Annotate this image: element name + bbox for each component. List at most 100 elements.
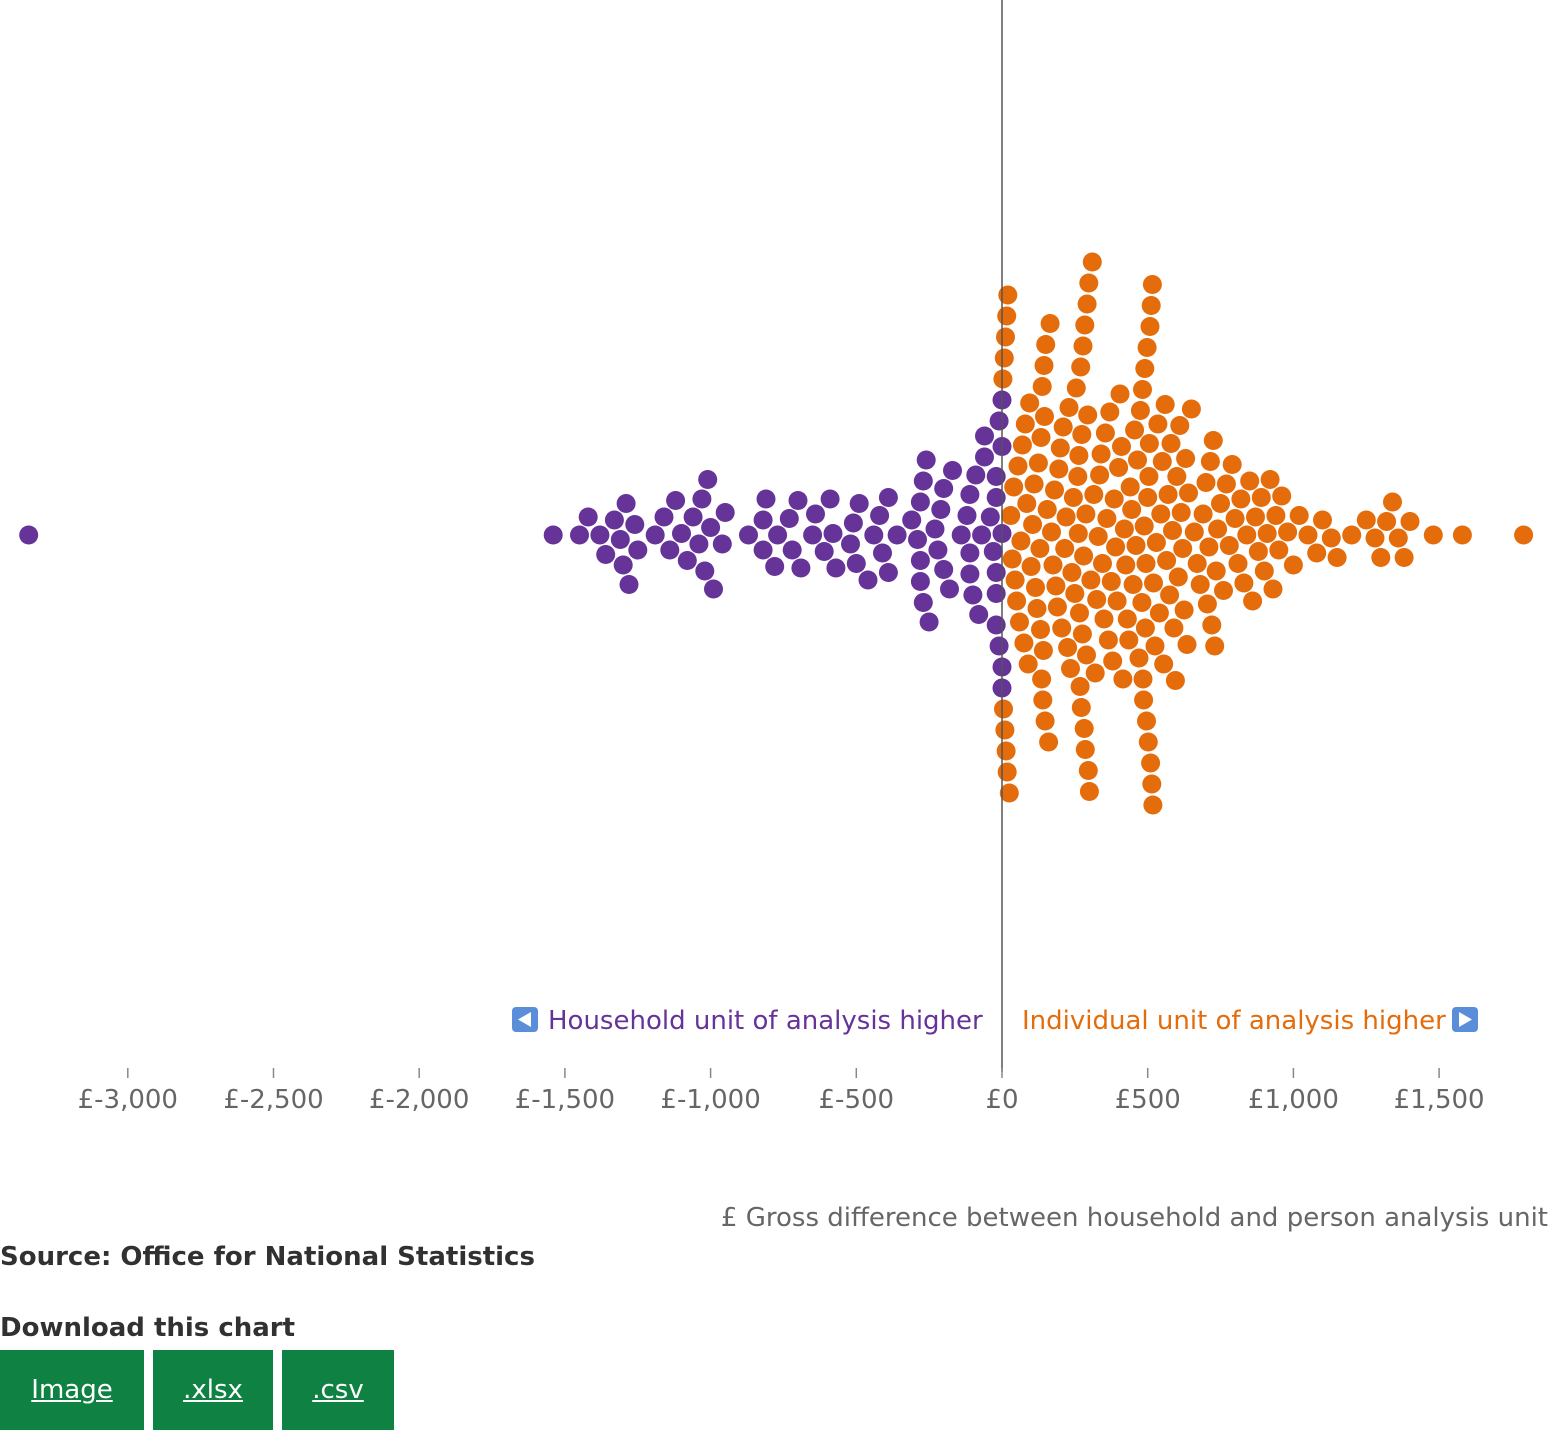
individual-dot: [1049, 459, 1069, 479]
individual-dot: [1146, 533, 1166, 552]
household-dot: [692, 489, 712, 509]
individual-dot: [1040, 314, 1060, 333]
individual-dot: [1184, 522, 1204, 542]
individual-dot: [1197, 594, 1217, 614]
household-dot: [712, 534, 732, 554]
individual-dot: [1154, 654, 1174, 674]
individual-dot: [1072, 425, 1092, 444]
individual-dot: [1243, 591, 1263, 611]
download-csv-button[interactable]: .csv: [282, 1350, 394, 1430]
household-dot: [610, 530, 630, 549]
x-tick-label: £1,000: [1248, 1085, 1339, 1115]
individual-dot: [1074, 719, 1094, 738]
individual-dot: [1158, 485, 1178, 504]
individual-dot: [1059, 398, 1079, 417]
household-dot: [960, 564, 980, 584]
individual-dot: [1008, 456, 1028, 476]
individual-dot: [1033, 641, 1053, 660]
household-dot: [934, 479, 954, 498]
individual-dot: [1400, 512, 1420, 531]
individual-dot: [1098, 630, 1118, 650]
individual-dot: [1110, 384, 1130, 404]
individual-dot: [1112, 437, 1131, 456]
household-dot: [739, 525, 758, 545]
household-dot: [604, 510, 624, 530]
individual-dot: [1047, 597, 1067, 617]
individual-dot: [1129, 648, 1149, 668]
individual-dot: [1208, 519, 1228, 539]
individual-dot: [1005, 570, 1025, 590]
individual-dot: [1152, 452, 1172, 471]
individual-dot: [1135, 618, 1155, 638]
individual-dot: [1248, 542, 1268, 561]
individual-dot: [1088, 527, 1108, 546]
individual-dot: [1240, 471, 1260, 491]
individual-dot: [1122, 500, 1142, 519]
individual-dot: [1065, 584, 1085, 603]
individual-dot: [1085, 663, 1105, 683]
individual-dot: [1151, 504, 1171, 524]
household-dot: [19, 525, 39, 545]
individual-dot: [1081, 570, 1101, 590]
household-annotation-label: Household unit of analysis higher: [548, 1006, 983, 1036]
individual-dot: [1187, 554, 1207, 573]
individual-dot: [1063, 488, 1083, 507]
individual-dot: [1031, 620, 1050, 639]
individual-dot: [1222, 455, 1242, 474]
individual-dot: [1090, 465, 1110, 485]
household-dot: [887, 525, 907, 545]
individual-dot: [1056, 507, 1076, 527]
individual-dot: [1140, 317, 1160, 336]
individual-dot: [1069, 446, 1089, 465]
household-dot: [940, 579, 959, 599]
household-dot: [698, 470, 718, 489]
individual-dot: [998, 285, 1018, 305]
individual-dot: [1260, 470, 1280, 489]
individual-dot: [1155, 395, 1175, 414]
individual-dot: [1377, 512, 1397, 531]
x-tick-label: £-2,500: [223, 1085, 323, 1115]
household-dot: [820, 489, 840, 509]
household-dot: [966, 465, 986, 485]
individual-dot: [1076, 504, 1096, 524]
download-image-button[interactable]: Image: [0, 1350, 144, 1430]
individual-dot: [994, 699, 1013, 719]
individual-dot: [1026, 578, 1045, 597]
individual-dot: [1200, 452, 1220, 471]
individual-dot: [1289, 506, 1309, 525]
individual-dot: [1202, 615, 1222, 635]
x-axis-title: £ Gross difference between household and…: [721, 1203, 1548, 1233]
individual-dot: [1342, 525, 1362, 545]
x-tick-label: £-3,000: [78, 1085, 178, 1115]
household-dot: [910, 572, 930, 591]
household-dot: [980, 507, 1000, 527]
household-dot: [913, 471, 933, 491]
x-tick-label: £-1,500: [515, 1085, 615, 1115]
individual-dot: [1228, 554, 1248, 573]
x-tick-label: £0: [985, 1085, 1018, 1115]
download-xlsx-button[interactable]: .xlsx: [153, 1350, 273, 1430]
individual-dot: [1216, 474, 1236, 494]
individual-dot: [1114, 519, 1134, 539]
individual-dot: [1251, 488, 1271, 507]
individual-dot: [1014, 633, 1034, 653]
household-dot: [660, 540, 680, 560]
household-dot: [826, 558, 846, 578]
individual-dot: [1020, 393, 1040, 413]
individual-dot: [1139, 467, 1159, 486]
household-dot: [791, 558, 811, 578]
household-dot: [919, 612, 939, 632]
individual-dot: [1388, 528, 1408, 548]
download-buttons: Image .xlsx .csv: [0, 1350, 403, 1430]
individual-dot: [1365, 528, 1385, 548]
household-dot: [902, 510, 922, 530]
individual-dot: [1100, 402, 1120, 422]
individual-dot: [1237, 525, 1257, 545]
household-dot: [864, 525, 884, 545]
individual-dot: [1073, 336, 1093, 356]
household-dot: [616, 494, 636, 513]
individual-dot: [1123, 575, 1143, 594]
household-dot: [715, 503, 735, 522]
individual-dot: [1024, 474, 1044, 494]
individual-dot: [1018, 654, 1038, 674]
